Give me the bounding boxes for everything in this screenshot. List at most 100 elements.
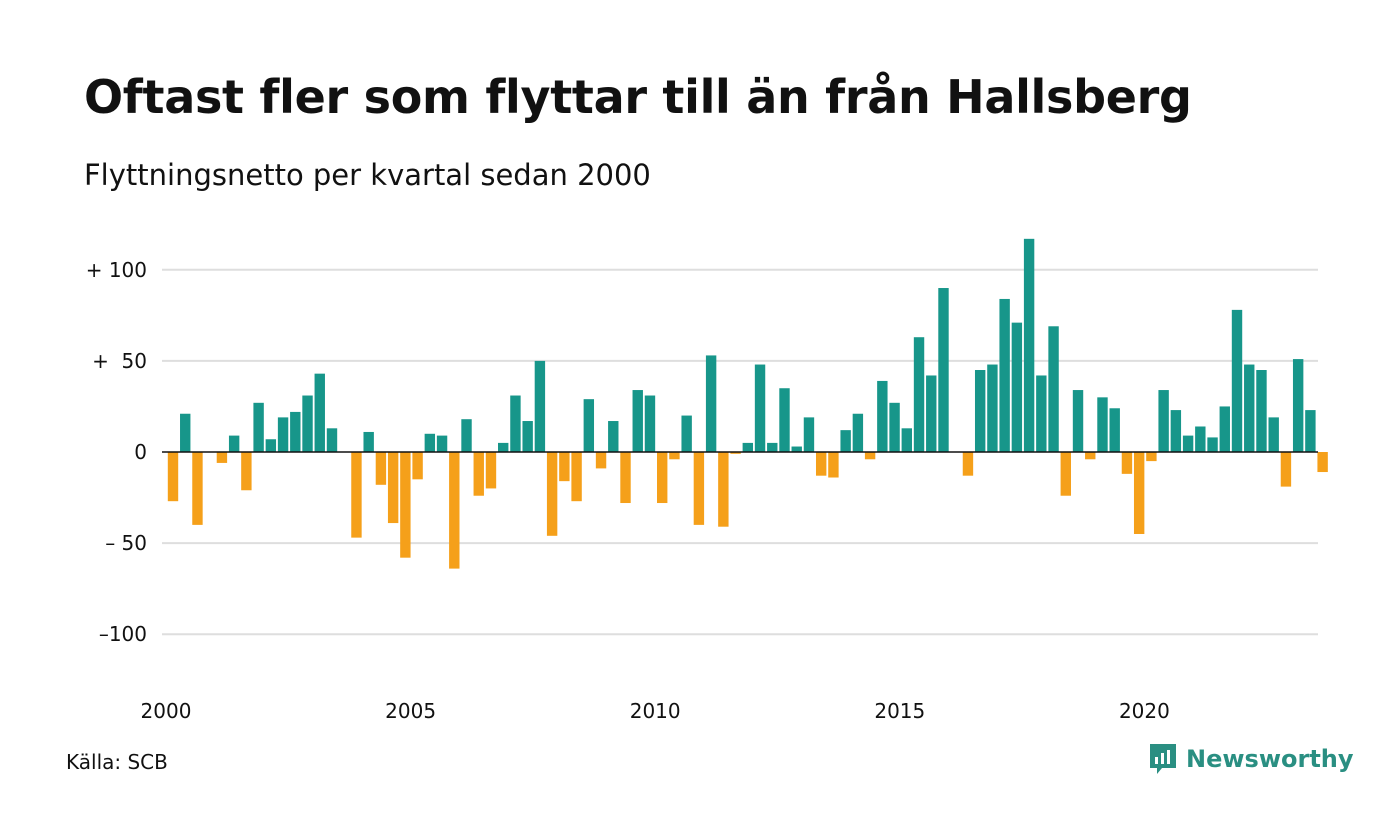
bar-2000-q3 (192, 452, 203, 525)
bar-2018-q1 (1048, 326, 1059, 452)
x-tick-label: 2015 (874, 699, 925, 723)
bar-2017-q1 (999, 298, 1010, 452)
bar-2019-q2 (1109, 408, 1120, 452)
bar-2017-q4 (1036, 375, 1047, 452)
bar-2016-q3 (974, 370, 986, 452)
x-tick-label: 2000 (141, 699, 192, 723)
bar-2020-q2 (1158, 390, 1169, 452)
bar-2021-q4 (1231, 309, 1243, 452)
bar-2006-q4 (498, 442, 509, 452)
bar-2012-q4 (791, 446, 802, 452)
bar-2001-q2 (228, 435, 240, 452)
chart-subtitle: Flyttningsnetto per kvartal sedan 2000 (84, 158, 651, 192)
bar-2012-q2 (767, 442, 778, 452)
newsworthy-logo-icon (1150, 744, 1176, 774)
bar-2006-q3 (485, 452, 497, 489)
bar-2015-q4 (938, 288, 949, 452)
bar-2005-q1 (412, 452, 423, 480)
chart-title: Oftast fler som flyttar till än från Hal… (84, 70, 1192, 124)
bar-2008-q1 (559, 452, 570, 482)
bar-2011-q2 (718, 452, 729, 527)
x-tick-label: 2005 (385, 699, 436, 723)
bar-2001-q1 (216, 452, 228, 463)
bar-2014-q2 (864, 452, 876, 460)
bar-2004-q3 (387, 452, 399, 524)
x-tick-label: 2020 (1119, 699, 1170, 723)
bars (162, 238, 1328, 569)
bar-2022-q3 (1268, 417, 1279, 452)
bar-2021-q1 (1195, 426, 1206, 452)
bar-2016-q2 (962, 452, 974, 476)
bar-2011-q4 (742, 442, 754, 452)
bar-2017-q3 (1023, 238, 1035, 452)
bar-2003-q1 (314, 373, 325, 452)
x-axis-tick-labels: 2000 2005 2010 2015 2020 (141, 699, 1170, 723)
bar-2014-q1 (852, 413, 864, 452)
bar-2009-q2 (620, 452, 631, 504)
bar-2020-q3 (1170, 410, 1182, 452)
bar-2002-q3 (290, 411, 301, 452)
bar-2022-q1 (1244, 364, 1255, 452)
bar-2008-q2 (571, 452, 582, 502)
bar-2023-q2 (1305, 410, 1316, 452)
bar-2007-q3 (534, 360, 546, 452)
bar-2005-q3 (436, 435, 448, 452)
bar-2013-q3 (828, 452, 839, 478)
bar-2016-q4 (987, 364, 998, 452)
bar-2015-q1 (901, 428, 912, 452)
source-note: Källa: SCB (66, 750, 168, 774)
y-tick-label: – 50 (105, 531, 147, 555)
bar-2001-q4 (253, 402, 264, 452)
bar-2007-q1 (510, 395, 521, 452)
bar-2022-q2 (1256, 370, 1267, 452)
bar-2012-q3 (779, 388, 790, 452)
bar-2018-q4 (1085, 452, 1096, 460)
brand-name: Newsworthy (1186, 745, 1354, 773)
bar-2015-q3 (926, 375, 937, 452)
bar-2005-q4 (449, 452, 460, 569)
bar-2004-q4 (400, 452, 411, 558)
bar-2014-q4 (889, 402, 900, 452)
brand-logo[interactable]: Newsworthy (1148, 742, 1354, 776)
bar-2003-q2 (326, 428, 338, 452)
grid-lines (162, 268, 1318, 636)
bar-2002-q1 (265, 439, 277, 452)
bar-2021-q3 (1219, 406, 1230, 452)
bar-2020-q4 (1182, 435, 1194, 452)
bar-2009-q1 (608, 421, 619, 452)
bar-2022-q4 (1280, 452, 1292, 487)
bar-2011-q1 (705, 355, 717, 452)
bar-2019-q4 (1133, 452, 1145, 534)
bar-2000-q1 (167, 452, 179, 502)
bar-2012-q1 (754, 364, 766, 452)
bar-2007-q2 (522, 421, 533, 452)
bar-2023-q1 (1292, 359, 1304, 452)
bar-2004-q1 (363, 431, 374, 452)
bar-2010-q4 (693, 452, 705, 525)
bar-2014-q3 (877, 380, 888, 452)
bar-2019-q1 (1097, 397, 1108, 452)
bar-2023-q3 (1317, 452, 1328, 473)
bar-2010-q3 (681, 415, 692, 452)
bar-2015-q2 (913, 337, 925, 452)
bar-2013-q1 (803, 417, 815, 452)
bar-2006-q2 (473, 452, 484, 496)
bar-2009-q3 (632, 390, 643, 452)
bar-2008-q4 (595, 452, 607, 469)
y-tick-label: + 50 (92, 349, 147, 373)
bar-2011-q3 (730, 452, 741, 454)
y-tick-label: –100 (99, 622, 147, 646)
bar-2010-q2 (669, 452, 680, 460)
bar-2010-q1 (657, 452, 668, 504)
bar-2018-q2 (1060, 452, 1071, 496)
bar-2013-q2 (815, 452, 827, 476)
bar-2000-q2 (180, 413, 191, 452)
bar-2007-q4 (546, 452, 558, 536)
bar-2006-q1 (461, 419, 472, 452)
x-tick-label: 2010 (630, 699, 681, 723)
bar-2005-q2 (424, 433, 436, 452)
bar-2021-q2 (1207, 437, 1218, 452)
bar-2018-q3 (1072, 390, 1084, 452)
bar-2008-q3 (583, 399, 595, 452)
